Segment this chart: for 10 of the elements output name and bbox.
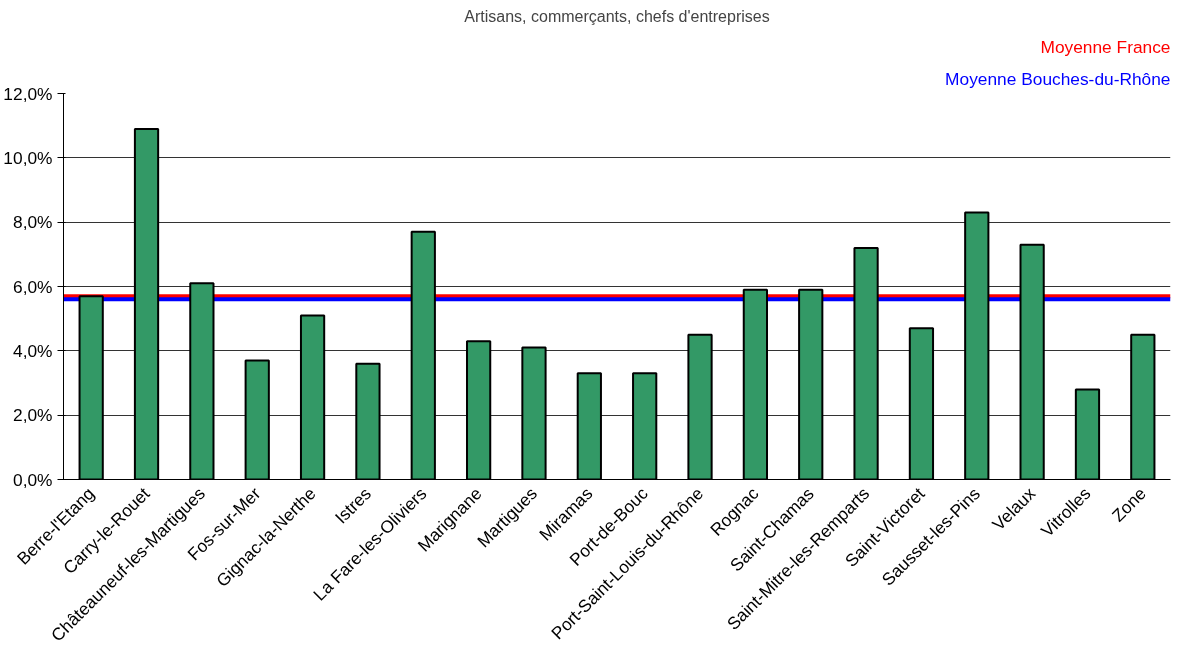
y-tick-label: 10,0%	[3, 147, 53, 168]
y-tick-label: 2,0%	[13, 405, 53, 426]
ref-line-label: Moyenne Bouches-du-Rhône	[945, 68, 1171, 89]
y-tick-label: 0,0%	[13, 469, 53, 490]
y-tick-label: 6,0%	[13, 276, 53, 297]
chart-title: Artisans, commerçants, chefs d'entreprises	[464, 7, 770, 25]
y-tick-label: 12,0%	[3, 83, 53, 104]
y-tick-label: 8,0%	[13, 212, 53, 233]
y-tick-label: 4,0%	[13, 340, 53, 361]
ref-line-label: Moyenne France	[1040, 36, 1171, 57]
